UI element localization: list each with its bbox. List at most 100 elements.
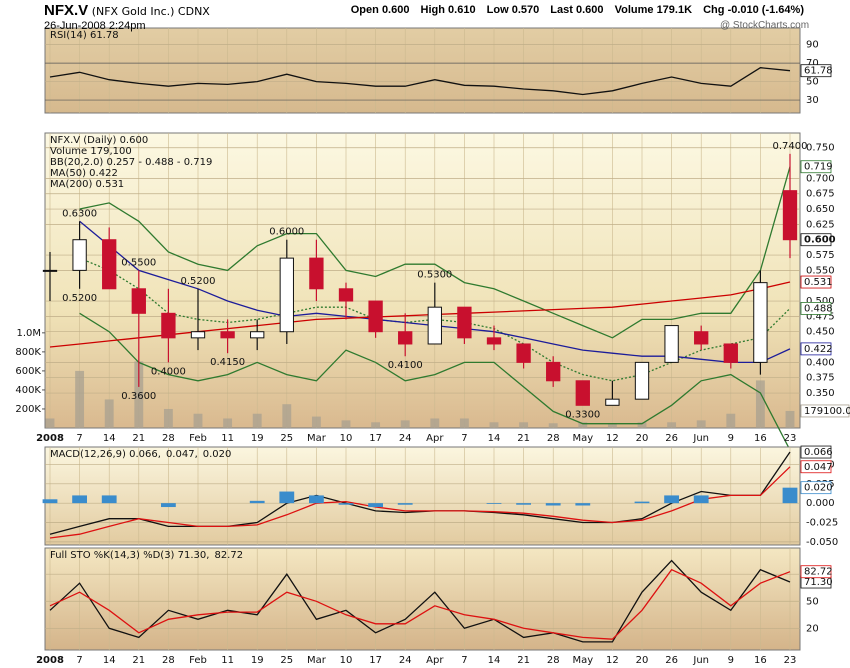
quote-label: Open [350, 4, 379, 16]
y2-tick-label: 600K [15, 366, 41, 377]
x-tick-label: 23 [784, 655, 797, 666]
end-label-box [800, 275, 832, 289]
candle-body [279, 257, 294, 333]
high-label: 0.5200 [181, 276, 216, 287]
x-tick-label: 28 [547, 433, 560, 444]
volume-bar [430, 418, 440, 428]
y-tick-label: 50 [806, 596, 819, 607]
end-label-box [800, 233, 832, 247]
series-line [49, 451, 791, 535]
quote-label: Chg [703, 4, 725, 16]
y2-tick-label: 1.0M [16, 328, 41, 339]
x-tick-label: 2008 [36, 433, 64, 444]
histogram-bar [516, 503, 531, 505]
x-tick-label: Jun [692, 655, 709, 666]
histogram-bar [309, 495, 324, 504]
volume-bar [371, 422, 381, 428]
candle-body [664, 325, 679, 363]
quote: Open 0.600 High 0.610 Low 0.570 Last 0.6… [343, 4, 804, 16]
y-tick-label: 0.350 [806, 388, 835, 399]
histogram-bar [664, 495, 679, 504]
candle-body [605, 398, 620, 406]
volume-bar [755, 380, 765, 428]
end-label: 0.488 [804, 303, 833, 314]
y-tick-label: 30 [806, 95, 819, 106]
y-tick-label: 0.750 [806, 143, 835, 154]
volume-bar [519, 422, 529, 428]
legend-entry: Full STO %K(14,3) %D(3) 71.30, [50, 550, 209, 561]
histogram-bar [42, 499, 58, 504]
y-tick-label: 0.625 [806, 219, 835, 230]
high-label: 0.7400 [773, 141, 808, 152]
y-tick-label: 0.550 [806, 265, 835, 276]
exchange: CDNX [177, 5, 210, 18]
candle-body [190, 331, 206, 339]
end-label-box [800, 565, 832, 579]
end-label-box [800, 445, 832, 459]
low-label: 0.4000 [151, 366, 186, 377]
y-tick-label: 0.700 [806, 173, 835, 184]
volume-bar [785, 410, 795, 428]
x-tick-label: 7 [76, 433, 82, 444]
candle-body [723, 343, 738, 363]
volume-bar [252, 413, 262, 428]
candle-body [753, 282, 768, 363]
x-tick-label: 23 [784, 433, 797, 444]
panel-title: NFX.V (Daily) 0.600 [50, 135, 148, 146]
quote-label: High [420, 4, 445, 16]
x-tick-label: 17 [369, 433, 382, 444]
panel-title: RSI(14) 61.78 [50, 30, 119, 41]
quote-label: Last [550, 4, 573, 16]
histogram-bar [161, 503, 176, 508]
panel [44, 27, 801, 114]
y2-tick-label: 800K [15, 347, 41, 358]
x-tick-label: 9 [728, 655, 734, 666]
quote-value: 0.600 [575, 4, 604, 16]
x-tick-label: 25 [280, 655, 293, 666]
x-tick-label: 7 [461, 655, 467, 666]
volume-bar [667, 422, 677, 428]
panel [44, 446, 801, 546]
x-tick-label: 12 [606, 655, 619, 666]
legend-entry: 0.020 [203, 449, 232, 460]
y-tick-label: 0.475 [806, 311, 835, 322]
histogram-bar [545, 503, 561, 506]
candle-body [516, 343, 531, 363]
x-tick-label: 11 [221, 655, 234, 666]
high-label: 0.5500 [121, 257, 156, 268]
x-tick-label: 25 [280, 433, 293, 444]
histogram-bar [634, 501, 650, 504]
candle-body [72, 239, 87, 271]
x-tick-label: 21 [132, 655, 145, 666]
candle-body [575, 380, 590, 406]
quote-value: 0.570 [511, 4, 540, 16]
end-label-box [800, 460, 832, 474]
volume-bar [459, 418, 469, 428]
company-name: (NFX Gold Inc.) [91, 5, 175, 18]
histogram-bar [72, 495, 87, 504]
end-label-box [800, 342, 832, 356]
x-tick-label: Mar [307, 655, 327, 666]
candle-body [782, 190, 798, 241]
x-tick-label: 14 [103, 655, 116, 666]
high-label: 0.6300 [62, 208, 97, 219]
y-tick-label: -0.025 [806, 518, 838, 529]
x-tick-label: 21 [517, 655, 530, 666]
histogram-bar [249, 500, 265, 504]
volume-bar [75, 370, 85, 428]
series-line [49, 466, 791, 539]
x-tick-label: 9 [728, 433, 734, 444]
histogram-bar [279, 491, 295, 504]
y-tick-label: 0.500 [806, 296, 835, 307]
high-label: 0.5300 [417, 270, 452, 281]
candle-body [309, 257, 324, 290]
watermark: @ StockCharts.com [720, 20, 810, 31]
x-tick-label: Mar [307, 433, 327, 444]
x-tick-label: Feb [189, 433, 207, 444]
legend-entry: MACD(12,26,9) 0.066, [50, 449, 161, 460]
x-tick-label: 16 [754, 433, 767, 444]
panel [44, 547, 801, 651]
candle-body [250, 331, 265, 339]
candle-body [42, 269, 58, 272]
